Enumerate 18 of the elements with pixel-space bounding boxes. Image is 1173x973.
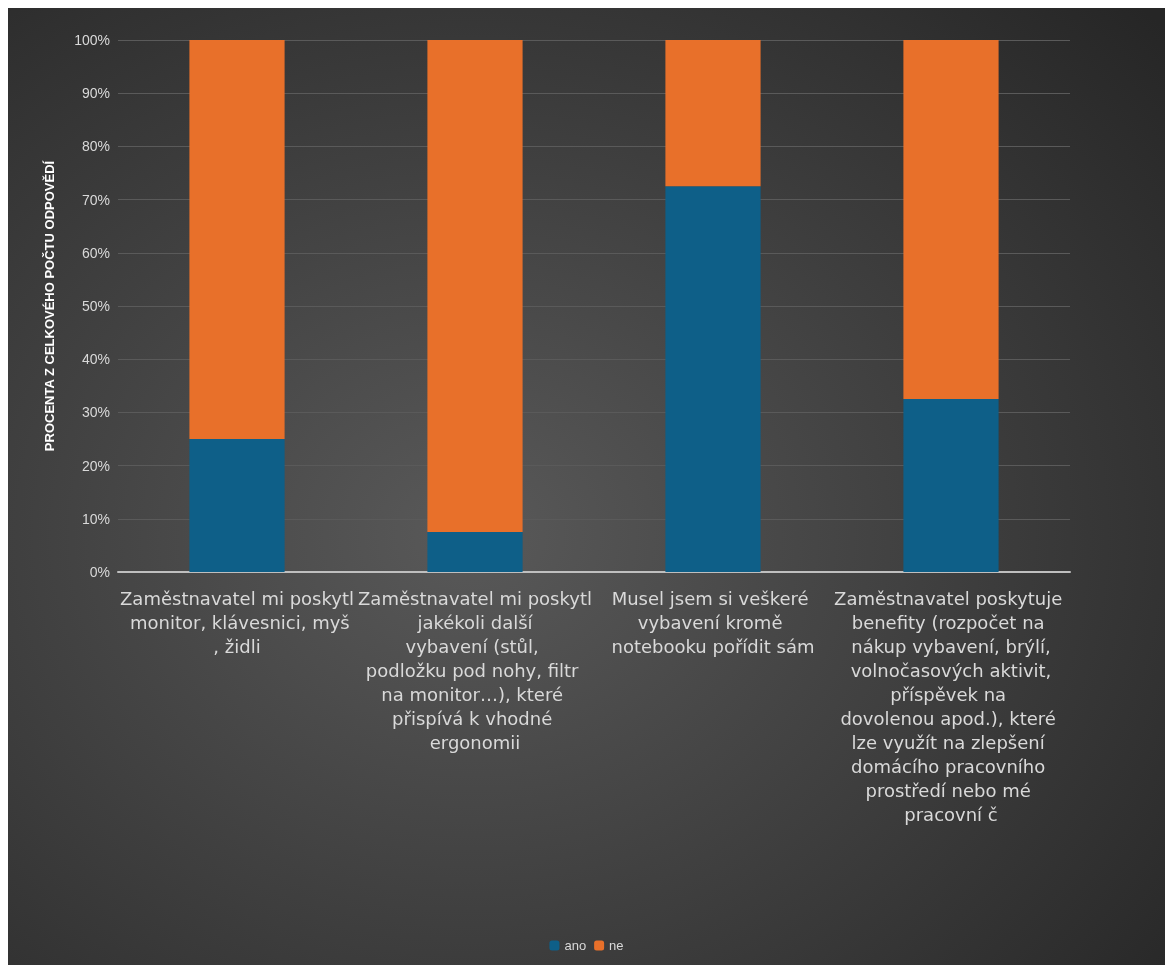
x-tick-label: Zaměstnavatel mi poskytl jakékoli další vybavení (stůl, podložku pod nohy, filtr na monitor…), které přispívá k vhodné ergonomii (358, 587, 592, 753)
category-label: Zaměstnavatel poskytuje benefity (rozpočet na nákup vybavení, brýlí, volnočasových aktivit, příspěvek na dovolenou apod.), které lze využít na zlepšení domácího pracovního prostředí nebo mé pracovní č (834, 587, 1063, 825)
legend-label: ne (609, 938, 624, 953)
y-tick-label: 30% (81, 404, 110, 421)
y-tick-label: 10% (81, 510, 110, 527)
y-tick-label: 20% (81, 457, 110, 474)
y-tick-label: 70% (81, 191, 110, 208)
y-tick-label: 90% (81, 85, 110, 102)
x-tick-label: Zaměstnavatel mi poskytl monitor, klávesnici, myš, židli (120, 587, 354, 657)
x-tick-label: Musel jsem si veškeré vybavení kromě notebooku pořídit sám (611, 587, 815, 657)
y-axis-title: PROCENTA Z CELKOVÉHO POČTU ODPOVĚDÍ (42, 160, 57, 452)
y-tick-label: 0% (89, 564, 110, 580)
y-tick-label: 50% (81, 298, 110, 314)
legend-label: ano (564, 938, 587, 953)
y-tick-label: 60% (81, 244, 110, 261)
y-tick-label: 80% (81, 138, 110, 155)
y-tick-label: 40% (81, 351, 110, 368)
y-tick-label: 100% (74, 32, 110, 48)
